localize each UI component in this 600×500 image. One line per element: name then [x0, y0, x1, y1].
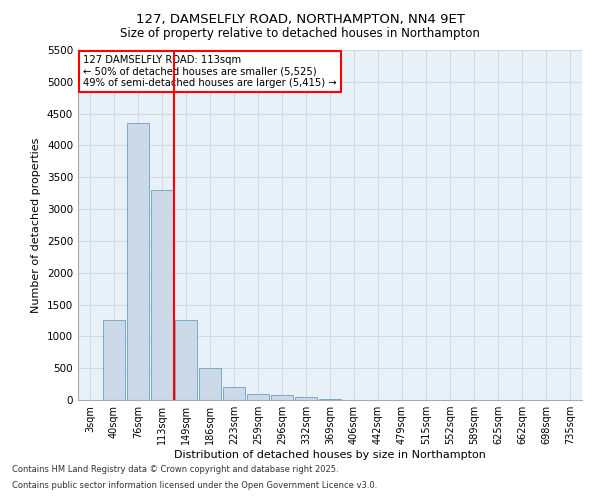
- X-axis label: Distribution of detached houses by size in Northampton: Distribution of detached houses by size …: [174, 450, 486, 460]
- Text: Contains public sector information licensed under the Open Government Licence v3: Contains public sector information licen…: [12, 480, 377, 490]
- Bar: [103, 320, 125, 400]
- Text: 127 DAMSELFLY ROAD: 113sqm
← 50% of detached houses are smaller (5,525)
49% of s: 127 DAMSELFLY ROAD: 113sqm ← 50% of deta…: [83, 56, 337, 88]
- Bar: [295, 397, 317, 400]
- Bar: [127, 123, 149, 400]
- Bar: [247, 394, 269, 400]
- Bar: [199, 368, 221, 400]
- Text: 127, DAMSELFLY ROAD, NORTHAMPTON, NN4 9ET: 127, DAMSELFLY ROAD, NORTHAMPTON, NN4 9E…: [136, 12, 464, 26]
- Text: Size of property relative to detached houses in Northampton: Size of property relative to detached ho…: [120, 28, 480, 40]
- Y-axis label: Number of detached properties: Number of detached properties: [31, 138, 41, 312]
- Bar: [223, 388, 245, 400]
- Bar: [151, 190, 173, 400]
- Bar: [175, 320, 197, 400]
- Bar: [271, 395, 293, 400]
- Text: Contains HM Land Registry data © Crown copyright and database right 2025.: Contains HM Land Registry data © Crown c…: [12, 466, 338, 474]
